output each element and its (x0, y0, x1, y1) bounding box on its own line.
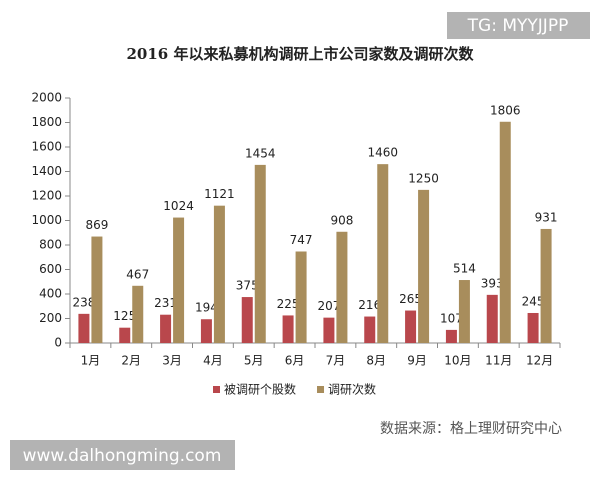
x-tick-label: 11月 (485, 354, 512, 368)
watermark-box (447, 12, 590, 39)
watermark: www.dalhongming.com (23, 446, 222, 466)
x-tick-label: 7月 (326, 354, 346, 368)
data-label: 1806 (490, 103, 521, 117)
data-label: 265 (399, 292, 422, 306)
x-tick-label: 6月 (285, 354, 305, 368)
data-label: 225 (277, 297, 300, 311)
bar (540, 228, 552, 343)
bar (499, 121, 511, 343)
data-label: 1121 (204, 187, 235, 201)
data-label: 467 (126, 267, 149, 281)
bar (418, 189, 430, 343)
data-label: 245 (522, 294, 545, 308)
bar (458, 280, 470, 343)
x-tick-label: 9月 (407, 354, 427, 368)
x-tick-label: 5月 (244, 354, 264, 368)
y-tick-label: 2000 (31, 91, 62, 105)
data-label: 869 (85, 218, 108, 232)
y-tick-label: 1200 (31, 189, 62, 203)
bar (132, 285, 144, 343)
data-label: 231 (154, 296, 177, 310)
x-tick-label: 10月 (444, 354, 471, 368)
bar (160, 314, 172, 343)
y-tick-label: 1600 (31, 140, 62, 154)
x-tick-label: 8月 (366, 354, 386, 368)
bar (527, 312, 539, 343)
legend-swatch (213, 386, 220, 393)
data-label: 207 (317, 299, 340, 313)
legend-label: 被调研个股数 (224, 382, 296, 397)
y-tick-label: 200 (39, 311, 62, 325)
bar (173, 217, 185, 343)
y-tick-label: 1800 (31, 115, 62, 129)
x-tick-label: 2月 (121, 354, 141, 368)
y-tick-label: 0 (54, 336, 62, 350)
data-label: 908 (330, 213, 353, 227)
y-tick-label: 400 (39, 287, 62, 301)
x-tick-label: 3月 (162, 354, 182, 368)
data-label: 514 (453, 262, 476, 276)
bar (486, 294, 498, 343)
data-label: 238 (72, 295, 95, 309)
x-tick-label: 1月 (81, 354, 101, 368)
bar (364, 316, 376, 343)
bar (336, 231, 348, 343)
bar (213, 205, 225, 343)
data-label: 393 (481, 276, 504, 290)
data-label: 1250 (408, 171, 439, 185)
legend-swatch (317, 386, 325, 393)
x-tick-label: 4月 (203, 354, 223, 368)
bar (200, 319, 212, 343)
x-tick-label: 12月 (526, 354, 553, 368)
data-label: 747 (290, 233, 313, 247)
y-tick-label: 1400 (31, 164, 62, 178)
data-label: 216 (358, 298, 381, 312)
bar (78, 313, 90, 343)
bar (405, 310, 417, 343)
bar (241, 297, 253, 343)
data-label: 1024 (163, 199, 194, 213)
source-note: 数据来源：格上理财研究中心 (380, 421, 562, 437)
y-tick-label: 600 (39, 262, 62, 276)
bar (377, 164, 389, 343)
y-tick-label: 1000 (31, 213, 62, 227)
data-label: 194 (195, 301, 218, 315)
data-label: 125 (113, 309, 136, 323)
data-label: 1460 (367, 146, 398, 160)
bar (323, 317, 335, 343)
bar (254, 164, 266, 343)
legend-label: 调研次数 (328, 382, 376, 397)
bar (445, 329, 457, 343)
data-label: 1454 (245, 146, 276, 160)
data-label: 375 (236, 279, 259, 293)
y-tick-label: 800 (39, 238, 62, 252)
bar (282, 315, 294, 343)
watermark: TG: MYYJJPP (467, 16, 569, 36)
bar (119, 327, 131, 343)
data-label: 107 (440, 311, 463, 325)
chart-title: 2016 年以来私募机构调研上市公司家数及调研次数 (127, 45, 475, 63)
watermark-box (10, 440, 235, 470)
bar (295, 251, 307, 343)
data-label: 931 (535, 210, 558, 224)
bar (91, 236, 103, 343)
